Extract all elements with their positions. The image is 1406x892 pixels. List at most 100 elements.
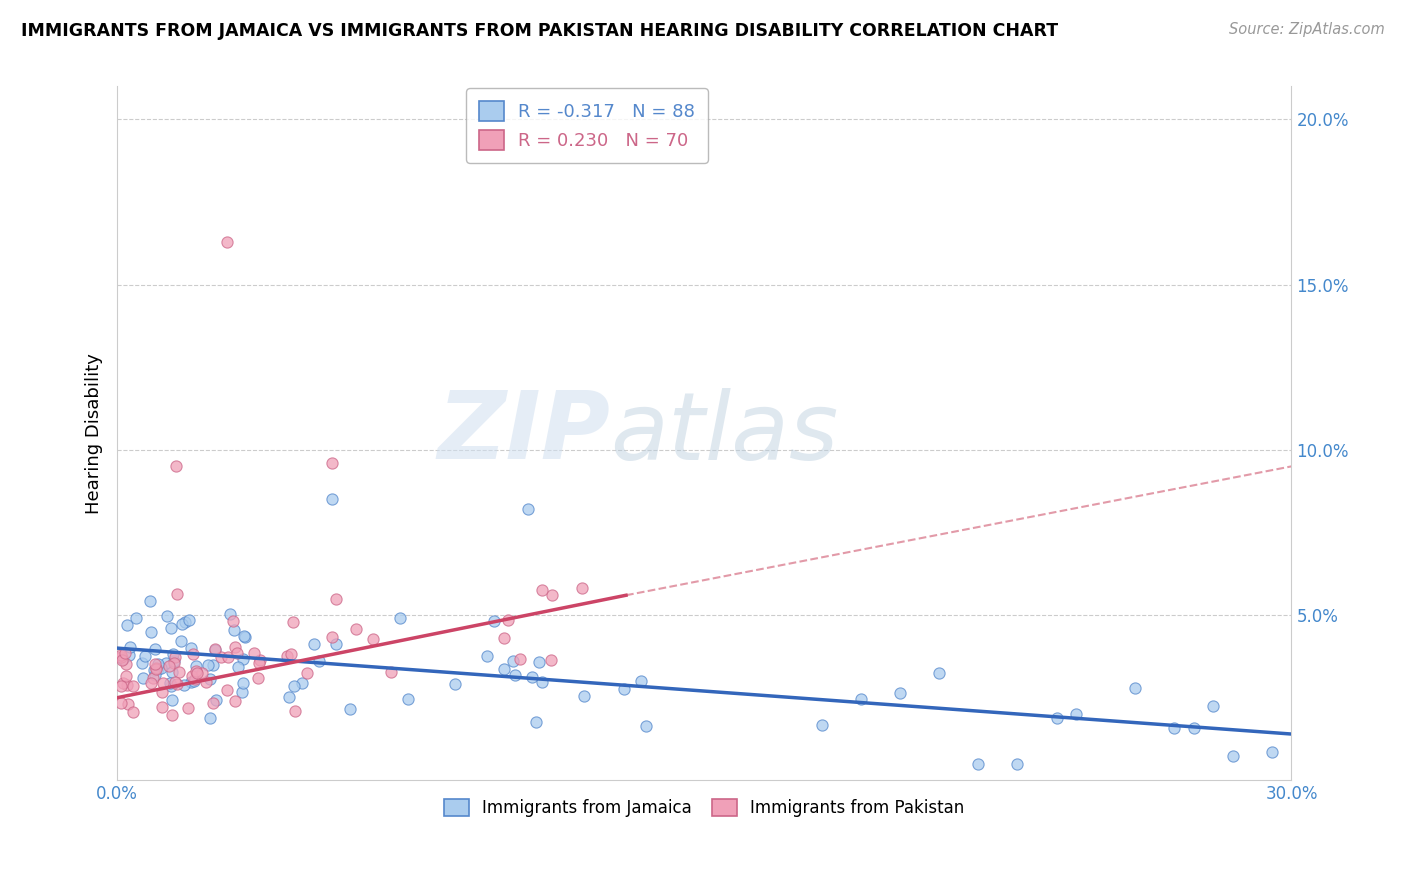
Point	[202, 696, 225, 710]
Point	[162, 708, 184, 723]
Point	[163, 654, 186, 668]
Point	[186, 666, 208, 681]
Point	[183, 647, 205, 661]
Point	[184, 665, 207, 679]
Point	[1202, 698, 1225, 713]
Point	[295, 665, 318, 680]
Point	[1261, 745, 1284, 759]
Point	[148, 657, 170, 671]
Point	[222, 623, 245, 637]
Point	[184, 672, 207, 686]
Point	[232, 652, 254, 666]
Point	[160, 665, 183, 679]
Point	[280, 647, 302, 661]
Point	[110, 679, 132, 693]
Legend: Immigrants from Jamaica, Immigrants from Pakistan: Immigrants from Jamaica, Immigrants from…	[437, 792, 972, 824]
Point	[110, 648, 132, 663]
Point	[139, 594, 162, 608]
Point	[226, 660, 249, 674]
Point	[321, 492, 343, 507]
Point	[540, 653, 562, 667]
Point	[243, 646, 266, 660]
Point	[302, 637, 325, 651]
Point	[134, 648, 156, 663]
Point	[224, 640, 246, 654]
Point	[163, 674, 186, 689]
Point	[148, 662, 170, 676]
Point	[160, 679, 183, 693]
Point	[889, 686, 911, 700]
Point	[496, 613, 519, 627]
Point	[325, 637, 347, 651]
Point	[321, 631, 343, 645]
Point	[157, 659, 180, 673]
Point	[613, 682, 636, 697]
Point	[634, 719, 657, 733]
Point	[1123, 681, 1146, 695]
Point	[204, 643, 226, 657]
Point	[197, 657, 219, 672]
Point	[502, 654, 524, 668]
Point	[928, 665, 950, 680]
Point	[482, 614, 505, 628]
Point	[143, 657, 166, 671]
Point	[524, 715, 547, 730]
Point	[112, 675, 135, 690]
Point	[139, 675, 162, 690]
Point	[115, 678, 138, 692]
Point	[520, 670, 543, 684]
Point	[184, 659, 207, 673]
Point	[165, 650, 187, 665]
Point	[166, 676, 188, 690]
Point	[122, 679, 145, 693]
Point	[170, 617, 193, 632]
Point	[224, 694, 246, 708]
Point	[143, 668, 166, 682]
Point	[509, 651, 531, 665]
Point	[160, 621, 183, 635]
Point	[145, 661, 167, 675]
Point	[125, 611, 148, 625]
Point	[1182, 721, 1205, 735]
Point	[321, 456, 343, 470]
Text: ZIP: ZIP	[437, 387, 610, 479]
Point	[152, 675, 174, 690]
Point	[475, 649, 498, 664]
Point	[247, 671, 270, 685]
Point	[215, 683, 238, 698]
Point	[156, 609, 179, 624]
Point	[115, 618, 138, 632]
Point	[177, 613, 200, 627]
Point	[204, 642, 226, 657]
Point	[1045, 711, 1067, 725]
Point	[249, 652, 271, 666]
Point	[308, 654, 330, 668]
Point	[110, 649, 132, 664]
Point	[141, 625, 163, 640]
Point	[530, 583, 553, 598]
Point	[122, 705, 145, 719]
Point	[145, 662, 167, 676]
Point	[380, 665, 402, 679]
Point	[222, 614, 245, 628]
Point	[531, 675, 554, 690]
Point	[150, 700, 173, 714]
Point	[494, 631, 516, 645]
Point	[215, 235, 238, 249]
Point	[283, 679, 305, 693]
Point	[150, 661, 173, 675]
Point	[110, 697, 132, 711]
Point	[231, 685, 253, 699]
Point	[163, 656, 186, 670]
Point	[198, 711, 221, 725]
Point	[143, 642, 166, 657]
Point	[325, 591, 347, 606]
Point	[162, 647, 184, 661]
Point	[170, 634, 193, 648]
Point	[195, 675, 218, 690]
Point	[142, 671, 165, 685]
Point	[572, 690, 595, 704]
Point	[111, 653, 134, 667]
Point	[166, 587, 188, 601]
Point	[967, 756, 990, 771]
